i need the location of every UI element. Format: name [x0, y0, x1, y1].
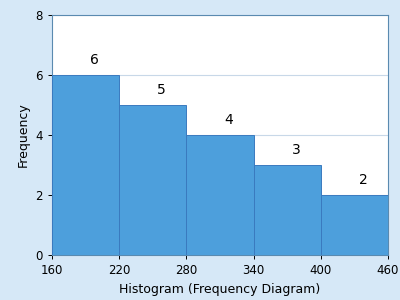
- Bar: [321, 195, 388, 255]
- X-axis label: Histogram (Frequency Diagram): Histogram (Frequency Diagram): [119, 283, 321, 296]
- Text: 4: 4: [224, 113, 233, 128]
- Bar: [254, 165, 321, 255]
- Bar: [119, 105, 186, 255]
- Bar: [186, 135, 254, 255]
- Y-axis label: Frequency: Frequency: [17, 103, 30, 167]
- Text: 5: 5: [157, 83, 166, 98]
- Text: 2: 2: [359, 173, 368, 188]
- Bar: [52, 75, 119, 255]
- Text: 6: 6: [90, 53, 99, 68]
- Text: 3: 3: [292, 143, 300, 158]
